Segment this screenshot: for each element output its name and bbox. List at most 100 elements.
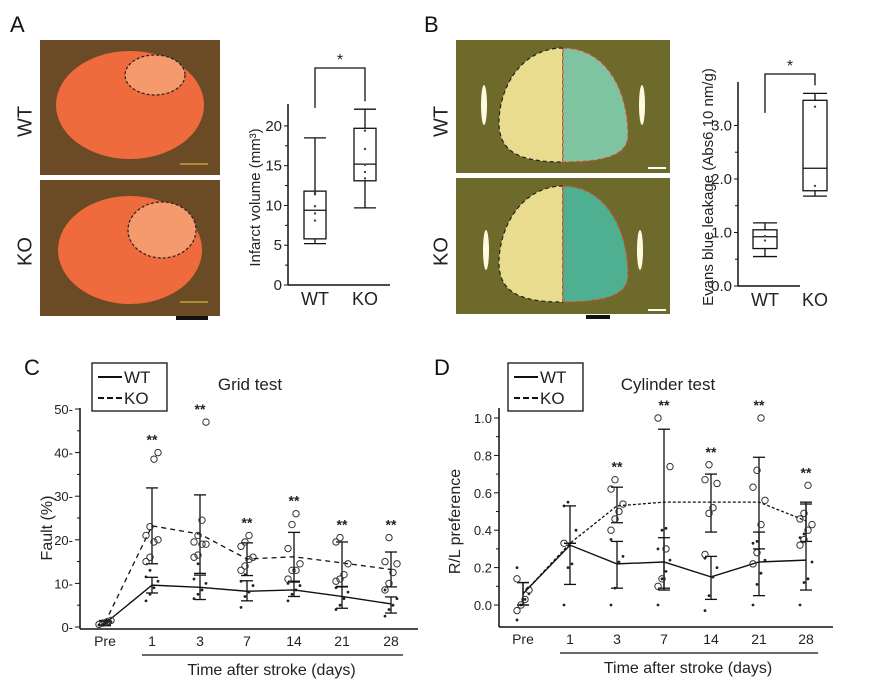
- ko-data-point: [150, 455, 158, 463]
- wt-data-point: [387, 608, 391, 611]
- data-point: [363, 147, 367, 151]
- left-hemisphere-ko: [498, 185, 564, 303]
- ko-data-point: [336, 575, 344, 583]
- wt-data-point: [613, 586, 617, 590]
- significance-bracket: [314, 67, 366, 108]
- row-label-wt-a: WT: [14, 105, 37, 138]
- ko-data-point: [804, 481, 812, 490]
- ko-data-point: [761, 496, 769, 504]
- wt-data-point: [346, 590, 350, 594]
- wt-data-point: [338, 603, 342, 607]
- wt-data-point: [152, 586, 156, 590]
- y-tick-label: 50-: [54, 402, 73, 417]
- ko-data-point: [284, 575, 292, 583]
- ko-data-point: [194, 551, 202, 559]
- ko-data-point: [808, 520, 816, 529]
- y-tick-label: 10-: [54, 576, 73, 591]
- wt-data-point: [751, 603, 755, 607]
- ko-data-point: [705, 461, 713, 469]
- wt-data-point: [566, 500, 570, 504]
- ko-data-point: [241, 562, 249, 570]
- panel-letter-a: A: [10, 12, 25, 37]
- wt-data-point: [515, 618, 519, 622]
- ko-data-point: [615, 507, 623, 516]
- wt-data-point: [383, 588, 387, 592]
- wt-data-point: [751, 541, 755, 545]
- ko-data-point: [513, 575, 521, 583]
- wt-data-point: [664, 526, 668, 530]
- ko-data-point: [705, 509, 713, 518]
- ko-data-point: [142, 557, 150, 566]
- wt-data-point: [334, 608, 338, 611]
- brain-photos-b: [456, 40, 670, 314]
- chart-title: Cylinder test: [621, 375, 716, 394]
- wt-data-point: [755, 540, 759, 543]
- y-tick-label: 0-: [61, 620, 73, 635]
- data-point: [363, 129, 367, 132]
- wt-data-point: [570, 562, 574, 566]
- ko-data-point: [288, 520, 296, 529]
- black-scale-bar-b: [586, 315, 610, 319]
- wt-data-point: [707, 594, 711, 598]
- ko-data-point: [513, 606, 521, 615]
- ko-data-point: [749, 560, 757, 568]
- ko-data-point: [202, 418, 210, 426]
- box-wt: [752, 229, 778, 250]
- y-tick-label: 0: [274, 277, 282, 294]
- ko-data-point: [190, 553, 198, 561]
- significance-stars: **: [706, 444, 717, 460]
- ko-data-point: [190, 538, 198, 546]
- wt-data-point: [759, 571, 763, 575]
- significance-stars: **: [386, 517, 397, 533]
- y-tick-label: 10: [265, 197, 282, 214]
- wt-data-point: [204, 582, 208, 585]
- y-tick-label: 40-: [54, 446, 73, 461]
- wt-data-point: [196, 562, 200, 566]
- data-point: [363, 163, 367, 167]
- x-tick-label: 21: [751, 631, 767, 647]
- ko-data-point: [389, 568, 397, 577]
- chart-grid-test: 0- 10- 20- 30- 40- 50- Fault (%) Pre 1 3 7 14 21 28 Ti…: [39, 362, 418, 679]
- ko-data-point: [340, 570, 348, 579]
- legend-ko-label: KO: [124, 389, 149, 408]
- wt-data-point: [621, 554, 625, 558]
- significance-stars: **: [289, 493, 300, 509]
- wt-data-point: [192, 577, 196, 581]
- box-ko: [802, 99, 828, 192]
- ko-data-point: [154, 536, 162, 544]
- ko-data-point: [757, 520, 765, 529]
- wt-data-point: [802, 581, 806, 584]
- y-tick-label: 20-: [54, 533, 73, 548]
- y-axis-label: R/L preference: [447, 469, 464, 574]
- ko-data-point: [525, 586, 533, 594]
- x-tick-label: WT: [751, 290, 779, 310]
- y-tick-label: 2.0: [711, 171, 732, 188]
- y-tick-label: 0.0: [474, 598, 492, 613]
- wt-data-point: [703, 609, 707, 613]
- significance-stars: **: [195, 401, 206, 417]
- reflection-right-wt: [639, 85, 645, 125]
- x-tick-label: 3: [196, 633, 204, 649]
- row-label-ko-a: KO: [14, 237, 37, 266]
- data-point: [313, 191, 317, 194]
- infarct-outline-ko: [127, 201, 197, 259]
- x-tick-label: Pre: [512, 631, 534, 647]
- chart-cylinder-test: 0.0 0.2 0.4 0.6 0.8 1.0 R/L preference Pre 1 3 7 14…: [447, 362, 833, 677]
- data-point: [313, 212, 317, 215]
- wt-data-point: [243, 595, 247, 598]
- significance-star: *: [787, 58, 793, 75]
- wt-data-point: [192, 597, 196, 601]
- y-tick-label: 0.4: [474, 523, 492, 538]
- data-point: [363, 177, 367, 180]
- ko-data-point: [332, 538, 340, 546]
- x-tick-label: Pre: [94, 633, 116, 649]
- ko-data-point: [344, 560, 352, 568]
- ko-data-point: [237, 542, 245, 551]
- x-tick-label: 14: [703, 631, 719, 647]
- ko-data-point: [517, 601, 525, 609]
- row-label-wt-b: WT: [430, 105, 453, 138]
- ko-data-point: [713, 479, 721, 488]
- ko-data-point: [249, 553, 257, 561]
- x-tick-label: 28: [383, 633, 399, 649]
